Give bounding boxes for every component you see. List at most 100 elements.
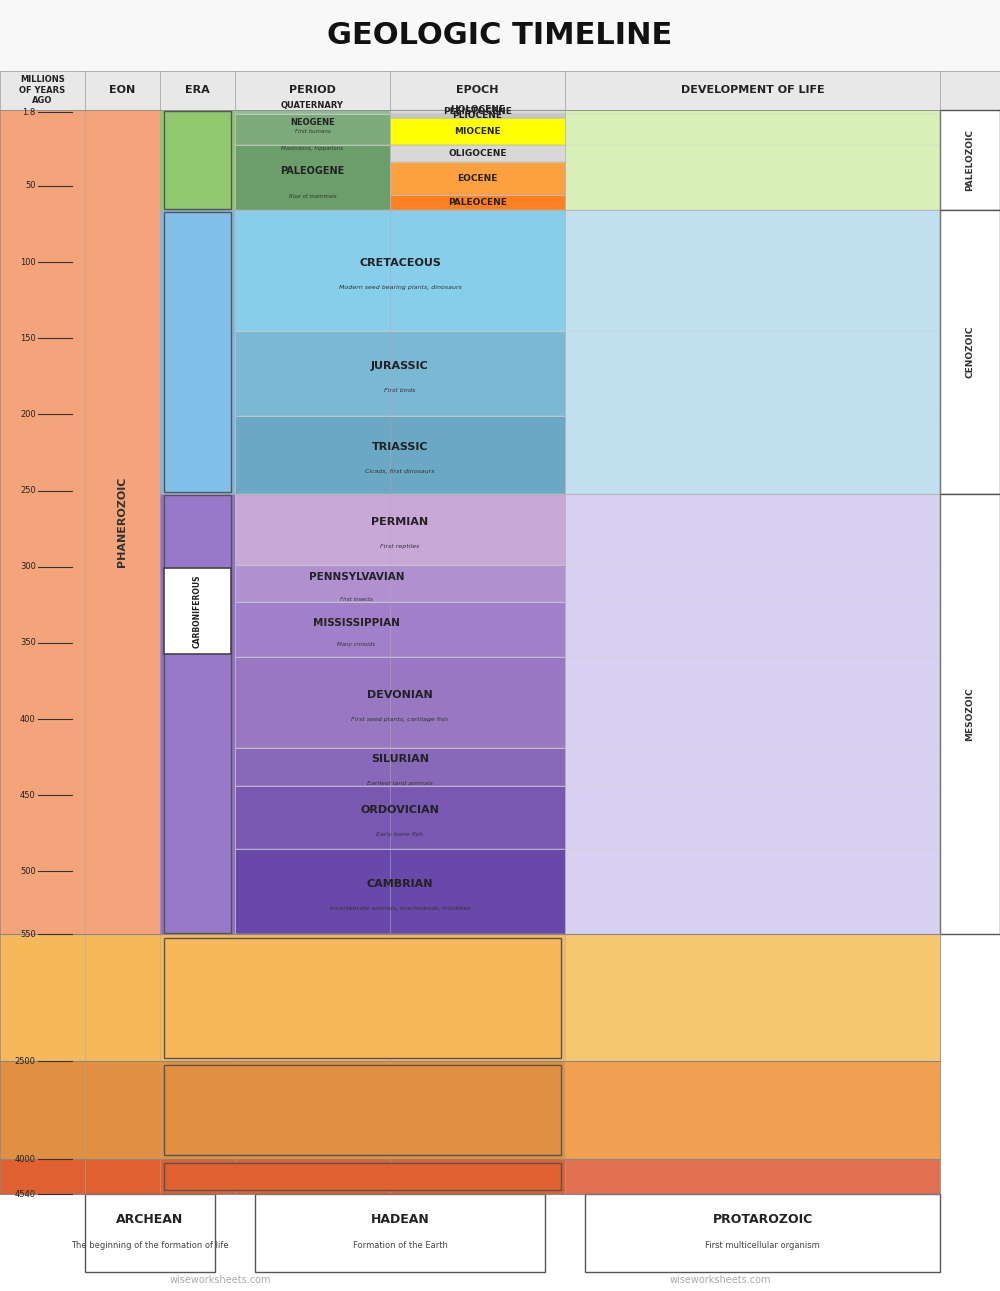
Text: First seed plants, cartilage fish: First seed plants, cartilage fish (351, 717, 448, 722)
Bar (160, 1159, 565, 1194)
Bar (164, 568, 231, 655)
Text: 4000: 4000 (15, 1154, 36, 1163)
Bar (0, 1061, 160, 1159)
Text: MIOCENE: MIOCENE (454, 127, 501, 136)
Text: CARBONIFEROUS: CARBONIFEROUS (193, 574, 202, 648)
Bar (0, 110, 940, 1194)
Text: 1.8: 1.8 (22, 108, 36, 117)
Text: HOLOCENE: HOLOCENE (450, 106, 505, 114)
Bar (565, 933, 940, 1061)
Text: Modern seed bearing plants, dinosaurs: Modern seed bearing plants, dinosaurs (339, 285, 461, 289)
Text: 100: 100 (20, 258, 36, 266)
Text: 500: 500 (20, 868, 36, 877)
Text: First reptiles: First reptiles (380, 544, 420, 549)
Bar (0, 933, 160, 1061)
Text: wiseworksheets.com: wiseworksheets.com (169, 1274, 271, 1285)
Text: 300: 300 (20, 563, 36, 571)
Bar (235, 110, 390, 114)
Text: The beginning of the formation of life: The beginning of the formation of life (71, 1242, 229, 1250)
Text: Formation of the Earth: Formation of the Earth (353, 1242, 447, 1250)
Text: PALELOZOIC: PALELOZOIC (966, 129, 974, 191)
Text: MESOZOIC: MESOZOIC (966, 687, 974, 741)
Text: ARCHEAN: ARCHEAN (116, 1214, 184, 1226)
Text: First humans: First humans (295, 129, 330, 133)
Bar (235, 145, 390, 210)
Text: PALEOCENE: PALEOCENE (448, 198, 507, 207)
Text: OLIGOCENE: OLIGOCENE (448, 148, 507, 158)
Bar (565, 1061, 940, 1159)
Text: EPOCH: EPOCH (456, 85, 499, 96)
Text: ERA: ERA (185, 85, 210, 96)
Text: PENNSYLVAVIAN: PENNSYLVAVIAN (308, 572, 404, 582)
Bar (565, 1159, 940, 1194)
Text: 450: 450 (20, 791, 36, 800)
Text: JURASSIC: JURASSIC (371, 360, 429, 371)
Text: 150: 150 (20, 334, 36, 342)
Bar (0, 71, 1000, 110)
Bar (85, 1194, 215, 1272)
Text: 400: 400 (20, 715, 36, 724)
Text: Early bone fish: Early bone fish (376, 831, 423, 837)
Bar (235, 114, 390, 145)
Text: NEOGENE: NEOGENE (290, 119, 335, 128)
Text: 250: 250 (20, 487, 36, 494)
Text: First birds: First birds (384, 387, 416, 392)
Bar (160, 493, 235, 933)
Bar (235, 493, 565, 565)
Text: First insects: First insects (340, 596, 373, 602)
Text: QUATERNARY: QUATERNARY (281, 101, 344, 110)
Bar (235, 657, 565, 747)
Bar (940, 493, 1000, 933)
Bar (235, 602, 565, 657)
Text: HADEAN: HADEAN (371, 1214, 429, 1226)
Bar (390, 110, 565, 114)
Text: PLEISTOCENE: PLEISTOCENE (443, 107, 512, 116)
Bar (235, 565, 565, 602)
Bar (255, 1194, 545, 1272)
Bar (940, 210, 1000, 493)
Bar (0, 1159, 160, 1194)
Bar (160, 1061, 565, 1159)
Text: 350: 350 (20, 639, 36, 647)
Text: 4540: 4540 (15, 1190, 36, 1198)
Bar (160, 210, 235, 493)
Text: CRETACEOUS: CRETACEOUS (359, 258, 441, 267)
Bar (390, 195, 565, 210)
Text: Mastodons, hipparions: Mastodons, hipparions (281, 146, 344, 151)
Text: DEVELOPMENT OF LIFE: DEVELOPMENT OF LIFE (681, 85, 824, 96)
Text: MISSISSIPPIAN: MISSISSIPPIAN (313, 618, 400, 627)
Bar (390, 145, 565, 161)
Bar (235, 848, 565, 933)
Bar (235, 416, 565, 493)
Bar (565, 493, 940, 933)
Bar (390, 117, 565, 145)
Text: ORDOVICIAN: ORDOVICIAN (361, 804, 439, 815)
Bar (940, 110, 1000, 210)
Text: GEOLOGIC TIMELINE: GEOLOGIC TIMELINE (327, 21, 673, 50)
Text: PALEOGENE: PALEOGENE (280, 167, 345, 176)
Bar (164, 937, 561, 1057)
Text: DEVONIAN: DEVONIAN (367, 689, 433, 700)
Text: Many crinoids: Many crinoids (337, 642, 375, 647)
Text: Rise of mammals: Rise of mammals (289, 195, 336, 199)
Text: First multicellular organism: First multicellular organism (705, 1242, 820, 1250)
Text: Invertebrate animals, brachiopods, trilobites: Invertebrate animals, brachiopods, trilo… (330, 905, 470, 910)
Bar (235, 786, 565, 848)
Text: EOCENE: EOCENE (457, 174, 498, 183)
Bar (235, 330, 565, 416)
Bar (390, 161, 565, 195)
Bar (565, 210, 940, 493)
Text: 200: 200 (20, 411, 36, 418)
Bar (160, 110, 235, 210)
Bar (164, 1163, 561, 1190)
Text: wiseworksheets.com: wiseworksheets.com (669, 1274, 771, 1285)
Text: MILLIONS
OF YEARS
AGO: MILLIONS OF YEARS AGO (19, 75, 66, 106)
Text: SILURIAN: SILURIAN (371, 754, 429, 764)
Text: 550: 550 (20, 930, 36, 939)
Text: TRIASSIC: TRIASSIC (372, 442, 428, 452)
Bar (235, 747, 565, 786)
Bar (164, 494, 231, 932)
Text: 2500: 2500 (15, 1057, 36, 1066)
Bar (164, 111, 231, 209)
Text: CENOZOIC: CENOZOIC (966, 325, 974, 378)
